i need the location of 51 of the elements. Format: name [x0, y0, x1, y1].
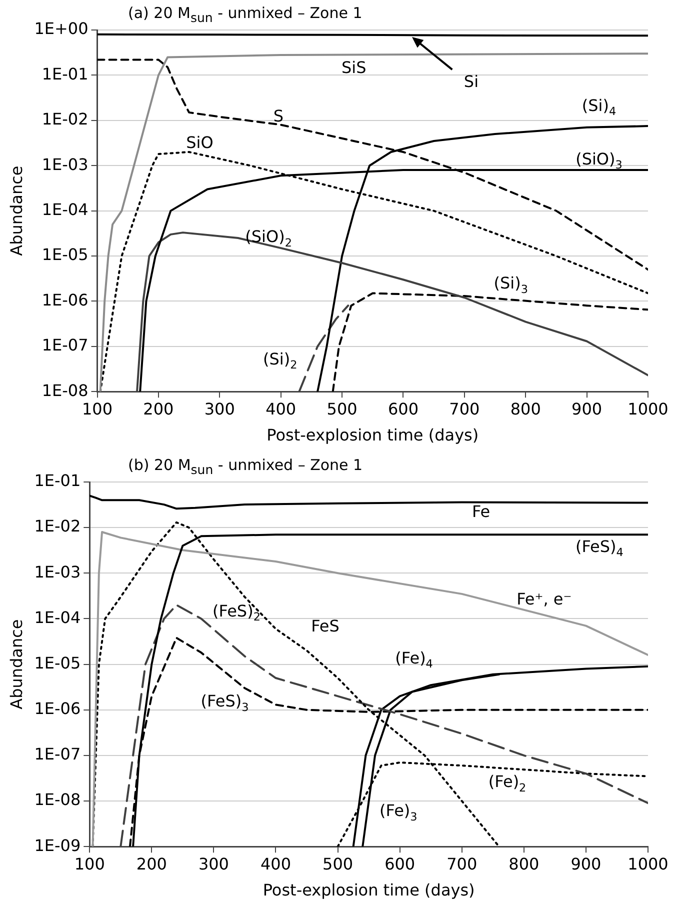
- y-tick-label: 1E-01: [34, 471, 81, 490]
- y-tick-label: 1E-03: [34, 562, 81, 582]
- x-tick-label: 400: [266, 399, 296, 418]
- y-tick-label: 1E-07: [42, 336, 88, 355]
- x-tick-label: 400: [260, 854, 292, 874]
- x-axis-title: Post-explosion time (days): [266, 426, 479, 445]
- series-label: SiO: [186, 133, 214, 152]
- x-tick-label: 900: [572, 399, 602, 418]
- x-tick-label: 1000: [628, 399, 668, 418]
- chart-title: (b) 20 M$_{sun}$ - unmixed – Zone 1: [128, 456, 363, 477]
- x-tick-label: 200: [143, 399, 174, 418]
- series-label: FeS: [311, 616, 340, 636]
- series-label: Fe: [472, 502, 490, 522]
- x-tick-label: 200: [136, 854, 167, 874]
- x-tick-label: 100: [82, 399, 113, 418]
- y-tick-label: 1E-09: [34, 836, 81, 855]
- y-tick-label: 1E-07: [34, 744, 81, 764]
- y-axis-title: Abundance: [6, 619, 26, 710]
- y-tick-label: 1E+00: [34, 19, 88, 38]
- x-tick-label: 1000: [628, 854, 668, 874]
- y-tick-label: 1E-01: [42, 64, 88, 84]
- x-tick-label: 800: [508, 854, 540, 874]
- x-tick-label: 300: [204, 399, 235, 418]
- x-axis-title: Post-explosion time (days): [262, 880, 475, 900]
- x-tick-label: 600: [388, 399, 418, 418]
- y-tick-label: 1E-03: [42, 154, 88, 174]
- text: Si: [464, 72, 479, 91]
- y-tick-label: 1E-05: [34, 653, 81, 672]
- y-tick-label: 1E-04: [34, 608, 81, 627]
- x-tick-label: 700: [449, 399, 480, 418]
- x-tick-label: 500: [322, 854, 354, 874]
- series-label: Fe⁺, e⁻: [516, 590, 572, 609]
- chart-title: (a) 20 M$_{sun}$ - unmixed – Zone 1: [128, 4, 362, 25]
- series-label: S: [273, 106, 284, 126]
- y-tick-label: 1E-06: [42, 290, 88, 310]
- y-tick-label: 1E-05: [42, 245, 88, 264]
- y-tick-label: 1E-04: [42, 200, 88, 219]
- y-tick-label: 1E-02: [34, 516, 81, 536]
- y-tick-label: 1E-02: [42, 110, 88, 129]
- x-tick-label: 100: [74, 854, 105, 874]
- x-tick-label: 700: [446, 854, 478, 874]
- x-tick-label: 500: [326, 399, 358, 418]
- x-tick-label: 300: [198, 854, 229, 874]
- y-tick-label: 1E-08: [34, 790, 81, 810]
- x-tick-label: 900: [570, 854, 602, 874]
- y-tick-label: 1E-08: [42, 380, 88, 400]
- x-tick-label: 600: [384, 854, 416, 874]
- x-tick-label: 800: [510, 399, 541, 418]
- y-tick-label: 1E-06: [34, 699, 81, 718]
- series-label: SiS: [342, 58, 366, 77]
- y-axis-title: Abundance: [6, 166, 26, 256]
